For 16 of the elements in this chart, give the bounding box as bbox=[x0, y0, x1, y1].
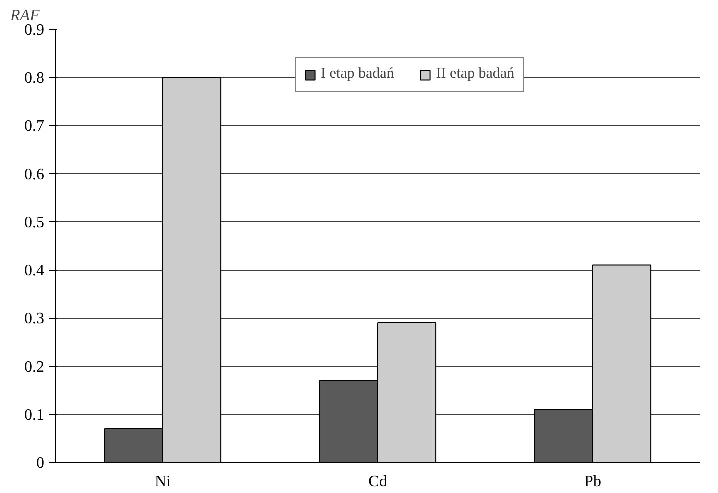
x-tick-label: Cd bbox=[368, 474, 388, 490]
y-tick-label: 0.1 bbox=[24, 406, 44, 424]
y-tick-label: 0.3 bbox=[24, 310, 44, 328]
legend-label: II etap badań bbox=[436, 66, 515, 83]
y-tick-label: 0.7 bbox=[24, 118, 44, 136]
y-tick-label: 0.8 bbox=[24, 70, 44, 88]
y-tick-label: 0.2 bbox=[24, 358, 44, 376]
y-tick-label: 0 bbox=[36, 455, 44, 472]
y-tick-label: 0.9 bbox=[24, 22, 44, 39]
y-axis-title: RAF bbox=[10, 8, 40, 24]
y-tick-label: 0.4 bbox=[24, 262, 44, 280]
y-tick-label: 0.6 bbox=[24, 166, 44, 184]
y-tick-label: 0.5 bbox=[24, 214, 44, 232]
legend-label: I etap badań bbox=[321, 66, 394, 83]
x-tick-label: Pb bbox=[584, 474, 602, 490]
x-tick-label: Ni bbox=[155, 474, 172, 490]
